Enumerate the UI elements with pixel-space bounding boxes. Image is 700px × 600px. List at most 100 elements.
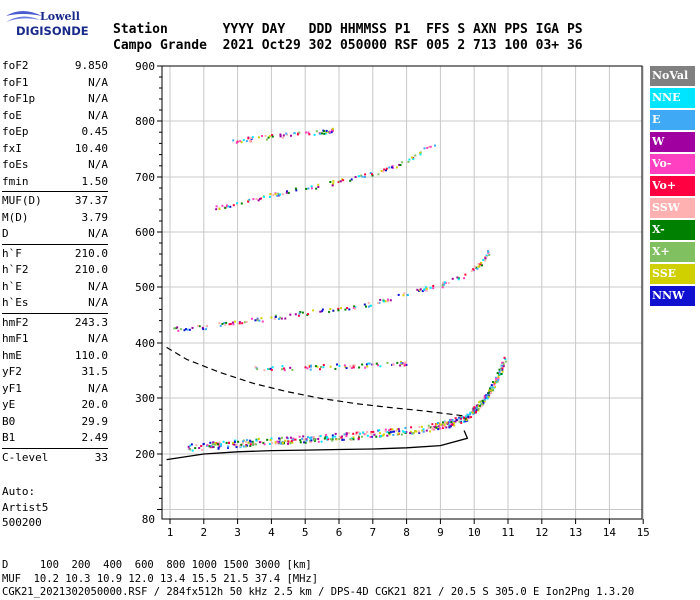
echo-point bbox=[477, 265, 480, 268]
echo-point bbox=[260, 317, 263, 320]
echo-point bbox=[264, 134, 267, 137]
echo-point bbox=[365, 363, 368, 366]
logo-mark bbox=[6, 11, 42, 22]
echo-point bbox=[401, 161, 404, 164]
echo-point bbox=[274, 193, 277, 196]
echo-point bbox=[269, 193, 272, 196]
param-row: M(D) 3.79 bbox=[2, 210, 108, 227]
x-tick-label: 2 bbox=[200, 526, 207, 539]
echo-point bbox=[323, 437, 326, 440]
echo-point bbox=[386, 434, 389, 437]
param-name: D bbox=[2, 227, 9, 240]
param-value: 37.37 bbox=[74, 194, 108, 207]
auto-code: 500200 bbox=[2, 516, 42, 529]
echo-point bbox=[334, 432, 337, 435]
echo-point bbox=[366, 365, 369, 368]
echo-point bbox=[324, 436, 327, 439]
echo-point bbox=[282, 134, 285, 137]
echo-point bbox=[476, 267, 479, 270]
echo-point bbox=[481, 264, 483, 267]
profile-curve bbox=[166, 430, 469, 461]
echo-point bbox=[241, 442, 244, 445]
echo-point bbox=[399, 164, 402, 166]
echo-point bbox=[361, 175, 364, 178]
echo-point bbox=[254, 365, 257, 368]
echo-point bbox=[481, 404, 484, 407]
echo-point bbox=[279, 438, 282, 441]
echo-point bbox=[417, 430, 420, 433]
echo-point bbox=[487, 251, 490, 254]
echo-point bbox=[217, 447, 220, 450]
echo-point bbox=[325, 132, 327, 135]
echo-point bbox=[421, 429, 424, 432]
echo-point bbox=[492, 381, 495, 383]
echo-point bbox=[233, 441, 236, 444]
echo-point bbox=[283, 369, 286, 372]
echo-point bbox=[210, 445, 213, 448]
echo-point bbox=[323, 130, 326, 133]
echo-point bbox=[218, 441, 221, 444]
echo-point bbox=[186, 328, 189, 331]
legend-item: SSW bbox=[650, 198, 695, 218]
param-value: 210.0 bbox=[74, 263, 108, 276]
echo-point bbox=[298, 312, 301, 315]
echo-point bbox=[190, 443, 193, 446]
param-value: 110.0 bbox=[74, 348, 108, 362]
echo-point bbox=[500, 373, 503, 375]
x-tick-label: 6 bbox=[336, 526, 343, 539]
param-row: hmF1 N/A bbox=[2, 331, 108, 348]
echo-point bbox=[332, 309, 335, 312]
echo-point bbox=[400, 433, 403, 436]
echo-point bbox=[418, 426, 421, 429]
echo-point bbox=[227, 205, 230, 208]
echo-point bbox=[382, 170, 385, 173]
echo-point bbox=[350, 367, 353, 369]
echo-point bbox=[337, 307, 340, 310]
auto-program: Artist5 bbox=[2, 500, 49, 514]
echo-point bbox=[222, 440, 225, 443]
x-tick-label: 5 bbox=[302, 526, 309, 539]
echo-point bbox=[458, 420, 461, 423]
echo-point bbox=[266, 438, 269, 441]
echo-point bbox=[410, 426, 413, 429]
echo-point bbox=[478, 404, 481, 407]
echo-point bbox=[254, 319, 257, 322]
param-value: 210.0 bbox=[74, 246, 108, 260]
echo-point bbox=[338, 435, 341, 438]
echo-point bbox=[352, 432, 355, 435]
echo-point bbox=[369, 172, 372, 174]
legend-item: Vo+ bbox=[650, 176, 695, 196]
muf-table: D 100 200 400 600 800 1000 1500 3000 [km… bbox=[2, 559, 634, 600]
echo-point bbox=[325, 129, 328, 132]
echo-point bbox=[474, 265, 476, 268]
echo-point bbox=[372, 363, 375, 366]
echo-point bbox=[206, 324, 208, 327]
echo-point bbox=[404, 363, 407, 366]
echo-point bbox=[319, 310, 322, 313]
echo-point bbox=[436, 422, 439, 424]
echo-point bbox=[239, 140, 242, 143]
echo-point bbox=[482, 403, 485, 406]
echo-point bbox=[375, 435, 378, 438]
echo-point bbox=[279, 193, 282, 196]
echo-point bbox=[197, 324, 200, 327]
echo-point bbox=[305, 438, 308, 441]
echo-point bbox=[388, 166, 391, 169]
echo-point bbox=[404, 426, 407, 429]
echo-point bbox=[317, 440, 320, 443]
echo-point bbox=[354, 176, 357, 178]
echo-point bbox=[233, 443, 236, 446]
echo-point bbox=[280, 317, 283, 320]
echo-point bbox=[371, 173, 373, 176]
echo-point bbox=[430, 427, 433, 430]
echo-point bbox=[472, 407, 475, 410]
echo-point bbox=[285, 132, 288, 135]
echo-point bbox=[287, 442, 289, 445]
echo-point bbox=[419, 152, 422, 154]
echo-point bbox=[252, 198, 255, 201]
echo-point bbox=[321, 308, 324, 311]
echo-point bbox=[315, 187, 318, 190]
echo-point bbox=[311, 187, 313, 190]
echo-point bbox=[263, 195, 265, 198]
echo-point bbox=[400, 362, 403, 365]
